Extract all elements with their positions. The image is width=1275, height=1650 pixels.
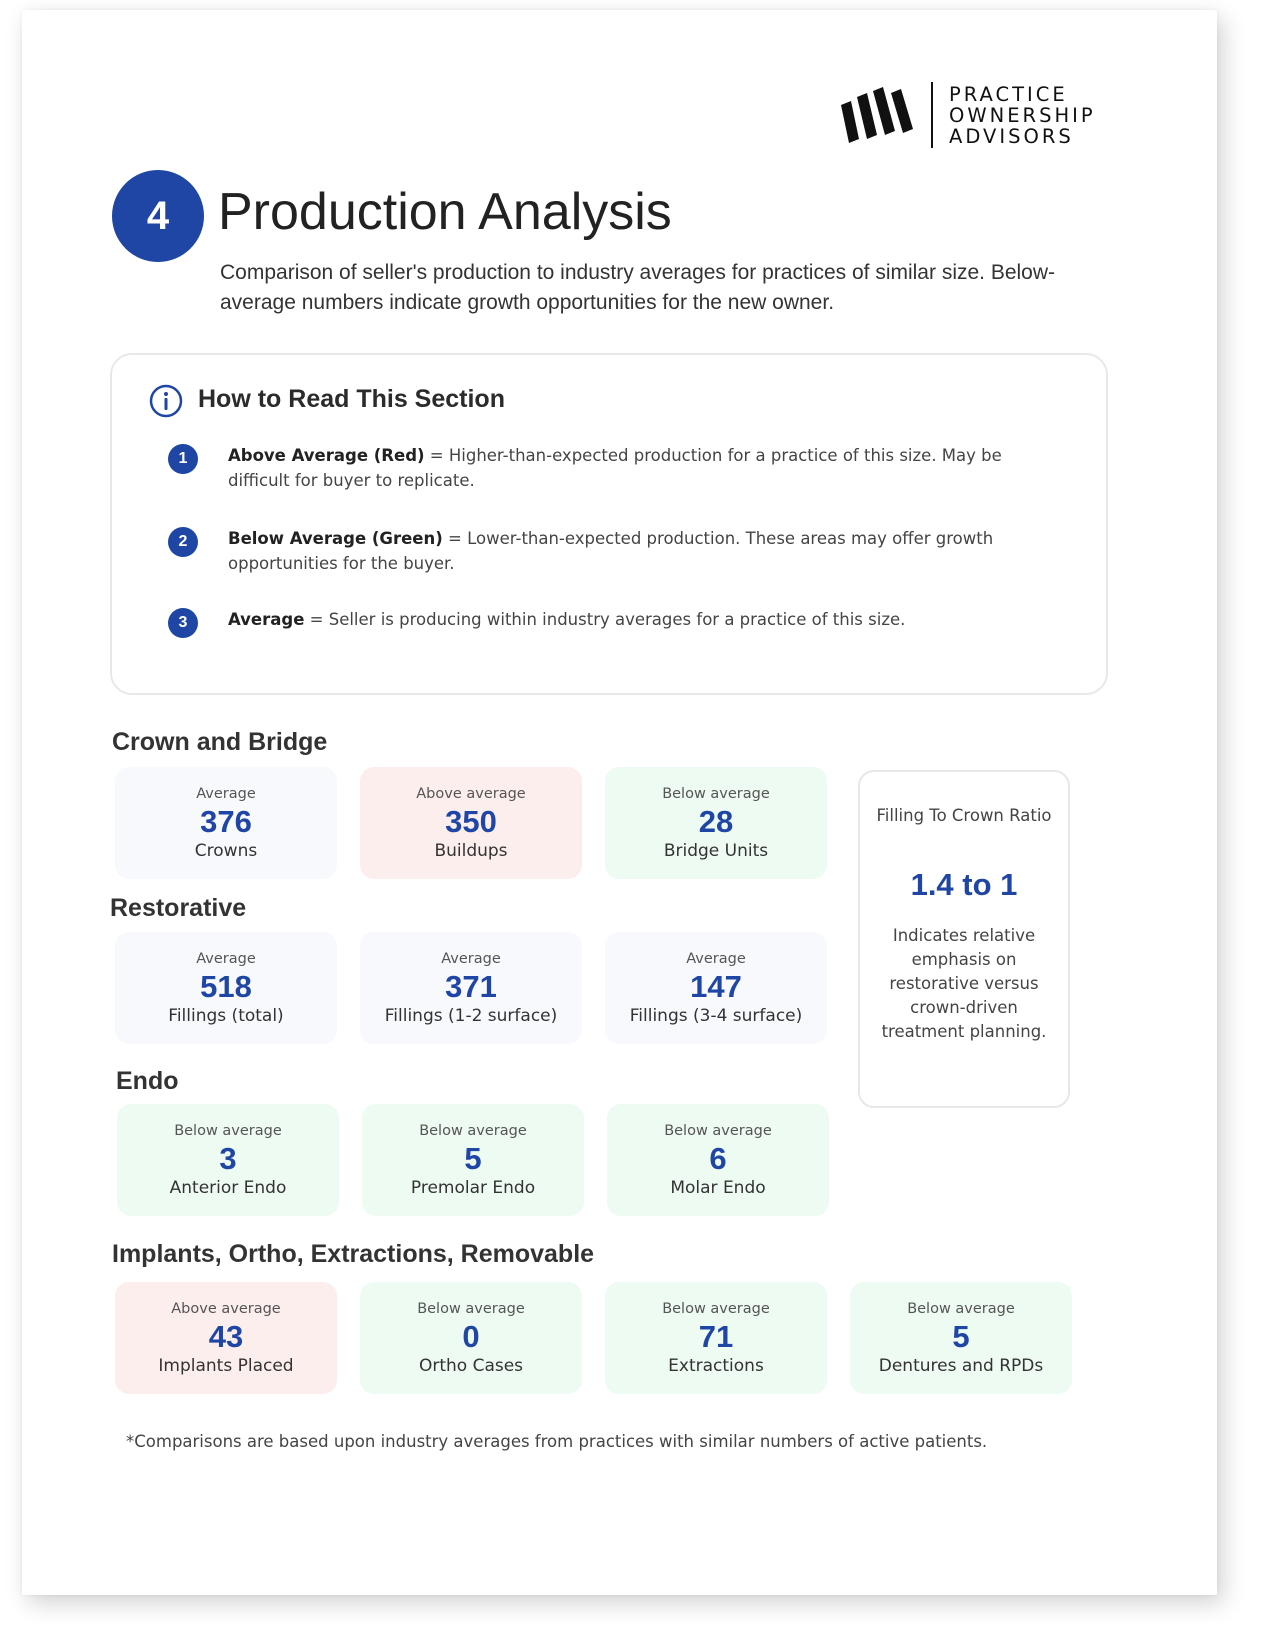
metric-status: Below average [174,1122,282,1139]
legend-term: Average [228,610,305,629]
metric-status: Average [441,950,501,967]
company-logo: PRACTICE OWNERSHIP ADVISORS [837,80,1096,150]
legend-term: Below Average (Green) [228,529,443,548]
logo-line-2: OWNERSHIP [949,103,1096,127]
metric-label: Dentures and RPDs [878,1355,1044,1376]
metric-value: 71 [698,1318,734,1354]
legend-term: Above Average (Red) [228,446,425,465]
ratio-title: Filling To Crown Ratio [876,806,1052,825]
metric-status: Below average [419,1122,527,1139]
metric-label: Premolar Endo [410,1177,536,1198]
metric-card-fillings-1-2: Average 371 Fillings (1-2 surface) [360,932,582,1044]
legend-description: = Lower-than-expected production. These … [228,529,994,573]
metric-value: 28 [698,803,734,839]
legend-description: = Higher-than-expected production for a … [228,446,1002,490]
metric-label: Crowns [194,840,258,861]
legend-number-badge: 1 [168,444,198,474]
section-title-restorative: Restorative [110,894,247,922]
metric-card-anterior-endo: Below average 3 Anterior Endo [117,1104,339,1216]
metric-label: Buildups [434,840,508,861]
legend-description: = Seller is producing within industry av… [304,610,906,629]
footnote: *Comparisons are based upon industry ave… [126,1432,988,1451]
legend-text: Average = Seller is producing within ind… [228,607,905,638]
metric-card-extractions: Below average 71 Extractions [605,1282,827,1394]
metric-value: 376 [200,803,252,839]
ratio-description: Indicates relative emphasis on restorati… [881,926,1047,1041]
metric-card-fillings-3-4: Average 147 Fillings (3-4 surface) [605,932,827,1044]
section-title-endo: Endo [116,1067,179,1095]
metric-card-bridge-units: Below average 28 Bridge Units [605,767,827,879]
metric-label: Fillings (3-4 surface) [629,1005,803,1026]
metric-status: Below average [662,1300,770,1317]
section-title-crown-bridge: Crown and Bridge [112,728,328,756]
how-to-read-title: How to Read This Section [198,385,505,413]
metric-status: Average [196,950,256,967]
metric-label: Implants Placed [158,1355,294,1376]
filling-crown-ratio-card: Filling To Crown Ratio 1.4 to 1 Indicate… [858,770,1070,1108]
metric-status: Below average [664,1122,772,1139]
how-to-read-panel: How to Read This Section 1 Above Average… [110,353,1108,695]
metric-label: Bridge Units [663,840,769,861]
ratio-value: 1.4 to 1 [910,867,1018,902]
metric-card-premolar-endo: Below average 5 Premolar Endo [362,1104,584,1216]
metric-status: Below average [662,785,770,802]
page-title: Production Analysis [218,183,672,241]
metric-value: 6 [709,1140,727,1176]
metric-card-crowns: Average 376 Crowns [115,767,337,879]
legend-number-badge: 2 [168,527,198,557]
metric-card-fillings-total: Average 518 Fillings (total) [115,932,337,1044]
metric-status: Below average [417,1300,525,1317]
metric-status: Above average [416,785,526,802]
logo-line-3: ADVISORS [949,124,1074,148]
legend-item-average: 3 Average = Seller is producing within i… [168,607,1028,638]
metric-value: 0 [462,1318,480,1354]
metric-card-implants: Above average 43 Implants Placed [115,1282,337,1394]
page-subtitle: Comparison of seller's production to ind… [220,261,1056,314]
metric-value: 350 [445,803,497,839]
metric-status: Average [686,950,746,967]
metric-value: 3 [219,1140,237,1176]
metric-status: Below average [907,1300,1015,1317]
metric-value: 43 [208,1318,244,1354]
metric-label: Anterior Endo [169,1177,287,1198]
metric-card-buildups: Above average 350 Buildups [360,767,582,879]
metric-value: 518 [200,968,252,1004]
legend-item-below: 2 Below Average (Green) = Lower-than-exp… [168,526,1028,576]
metric-value: 147 [690,968,742,1004]
metric-card-molar-endo: Below average 6 Molar Endo [607,1104,829,1216]
metric-label: Ortho Cases [418,1355,524,1376]
metric-value: 5 [464,1140,482,1176]
legend-number-badge: 3 [168,608,198,638]
metric-card-ortho: Below average 0 Ortho Cases [360,1282,582,1394]
info-icon [149,384,183,418]
document-page: PRACTICE OWNERSHIP ADVISORS 4 Production… [22,10,1217,1595]
step-number-badge: 4 [112,170,204,262]
metric-label: Fillings (total) [168,1005,284,1026]
metric-label: Molar Endo [670,1177,766,1198]
metric-status: Average [196,785,256,802]
logo-wordmark: PRACTICE OWNERSHIP ADVISORS [949,84,1096,147]
metric-card-dentures: Below average 5 Dentures and RPDs [850,1282,1072,1394]
section-title-implants: Implants, Ortho, Extractions, Removable [112,1240,595,1268]
metric-value: 371 [445,968,497,1004]
metric-label: Fillings (1-2 surface) [384,1005,558,1026]
logo-line-1: PRACTICE [949,82,1068,106]
legend-text: Below Average (Green) = Lower-than-expec… [228,526,1028,576]
metric-value: 5 [952,1318,970,1354]
metric-label: Extractions [668,1355,764,1376]
logo-stripes-icon [841,87,913,143]
metric-status: Above average [171,1300,281,1317]
logo-divider [931,82,933,148]
legend-text: Above Average (Red) = Higher-than-expect… [228,443,1028,493]
legend-item-above: 1 Above Average (Red) = Higher-than-expe… [168,443,1028,493]
